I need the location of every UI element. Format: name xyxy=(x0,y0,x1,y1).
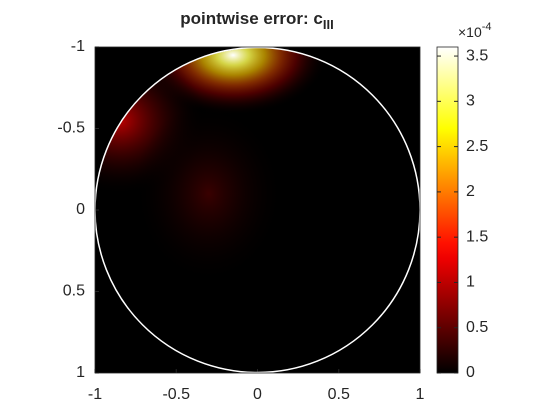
colorbar xyxy=(436,46,459,374)
y-tick-label: -1 xyxy=(71,38,85,55)
colorbar-tick-label: 0.5 xyxy=(466,319,488,336)
colorbar-tick-label: 1.5 xyxy=(466,228,488,245)
axes-frame xyxy=(94,46,421,374)
colorbar-tick-label: 3.5 xyxy=(466,47,488,64)
hotspot xyxy=(133,103,284,284)
chart-title: pointwise error: cIII xyxy=(180,9,333,32)
y-tick-label: 1 xyxy=(76,364,85,381)
x-tick-label: 0.5 xyxy=(328,386,350,403)
colorbar-tick-label: 0 xyxy=(466,364,475,381)
x-tick-label: -1 xyxy=(88,386,102,403)
colorbar-tick-label: 2 xyxy=(466,183,475,200)
y-tick-label: -0.5 xyxy=(57,120,85,137)
colorbar-tick-label: 3 xyxy=(466,93,475,110)
x-tick-label: 0 xyxy=(253,386,262,403)
y-tick-label: 0 xyxy=(76,201,85,218)
colorbar-tick-label: 1 xyxy=(466,274,475,291)
y-tick-label: 0.5 xyxy=(63,283,85,300)
colorbar-tick-label: 2.5 xyxy=(466,138,488,155)
colorbar-exponent: ×10-4 xyxy=(458,21,492,40)
x-tick-label: -0.5 xyxy=(162,386,190,403)
x-tick-label: 1 xyxy=(416,386,425,403)
